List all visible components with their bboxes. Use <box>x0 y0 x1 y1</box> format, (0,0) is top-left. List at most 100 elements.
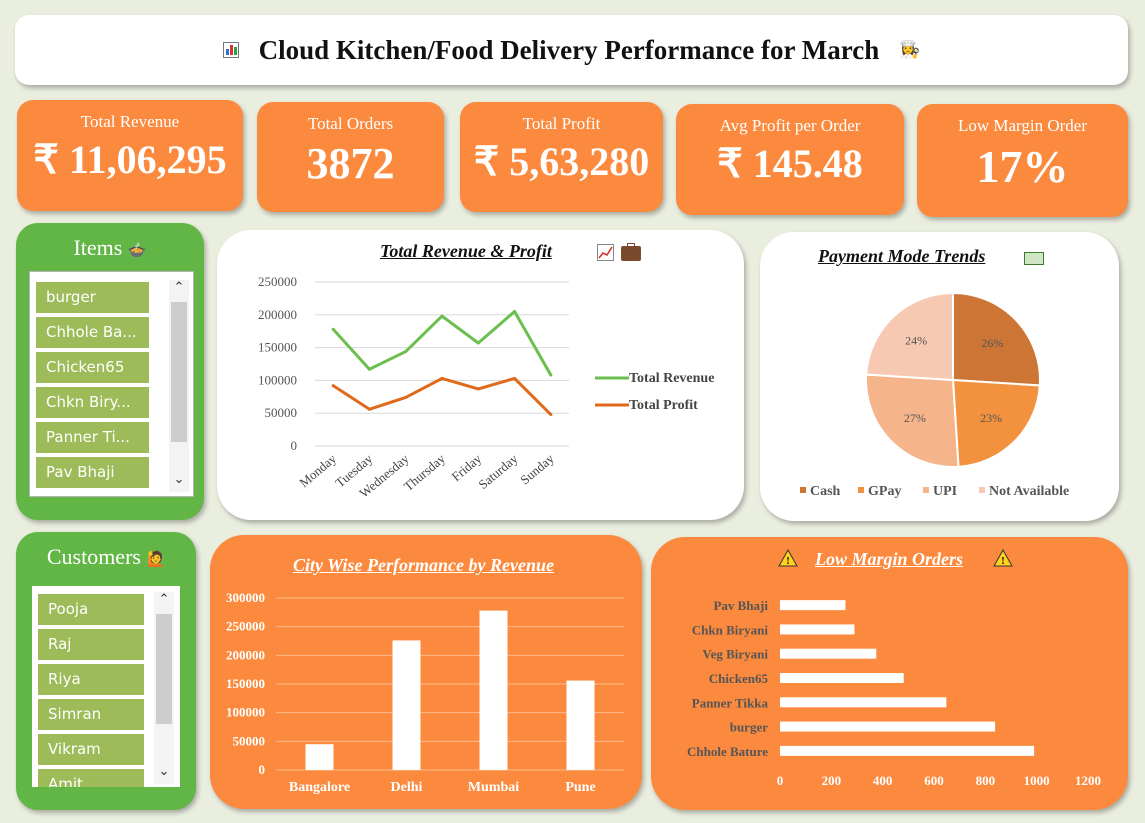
kpi-label: Avg Profit per Order <box>719 116 861 135</box>
y-tick-label: 150000 <box>226 676 265 691</box>
page-title: Cloud Kitchen/Food Delivery Performance … <box>258 34 880 65</box>
revenue-profit-panel: Total Revenue & Profit 250000 200000 15000… <box>217 230 744 520</box>
x-tick-label: 0 <box>777 773 784 788</box>
data-point <box>331 327 335 331</box>
bar <box>780 600 846 611</box>
y-tick-label: Veg Biryani <box>702 647 768 662</box>
bar <box>479 610 508 770</box>
pie-data-label: 27% <box>904 411 926 425</box>
food-bowl-icon: 🍲 <box>127 241 147 259</box>
scroll-down-icon[interactable]: ⌄ <box>173 472 185 487</box>
legend-swatch <box>858 487 864 493</box>
kpi-total-profit: Total Profit ₹ 5,63,280 <box>460 102 663 212</box>
money-icon <box>1024 252 1044 265</box>
x-tick-label: Monday <box>296 450 339 490</box>
customers-slicer[interactable]: Pooja Raj Riya Simran Vikram Amit ⌃ ⌄ <box>32 586 180 787</box>
slicer-item[interactable]: Chicken65 <box>36 352 149 383</box>
y-tick-label: 250000 <box>258 274 297 289</box>
warning-icon: ! <box>778 548 798 572</box>
items-scrollbar[interactable]: ⌃ ⌄ <box>169 280 189 492</box>
data-point <box>476 341 480 345</box>
legend-label: Total Profit <box>629 398 698 413</box>
scroll-up-icon[interactable]: ⌃ <box>173 280 185 295</box>
bar-chart-icon <box>222 42 239 58</box>
payment-panel: Payment Mode Trends 26% 23% 27% 24% Cash GPay… <box>760 232 1119 521</box>
city-chart-title: City Wise Performance by Revenue <box>293 555 554 575</box>
slicer-item[interactable]: Simran <box>38 699 144 730</box>
kpi-value: ₹ 145.48 <box>717 141 863 186</box>
scroll-up-icon[interactable]: ⌃ <box>158 592 170 607</box>
briefcase-icon <box>621 243 641 261</box>
data-point <box>476 387 480 391</box>
scroll-down-icon[interactable]: ⌄ <box>158 764 170 779</box>
x-tick-label: Delhi <box>391 780 423 795</box>
slicer-item[interactable]: Panner Ti... <box>36 422 149 453</box>
data-point <box>404 395 408 399</box>
scroll-thumb[interactable] <box>156 614 172 724</box>
data-point <box>440 314 444 318</box>
slicer-item[interactable]: Chkn Biry... <box>36 387 149 418</box>
svg-text:!: ! <box>1001 555 1005 567</box>
items-slicer[interactable]: burger Chhole Ba... Chicken65 Chkn Biry.… <box>29 271 194 497</box>
x-tick-label: Mumbai <box>468 780 519 795</box>
revenue-chart-title: Total Revenue & Profit <box>380 241 552 261</box>
data-point <box>440 376 444 380</box>
pie-slice <box>865 373 960 468</box>
x-tick-label: Saturday <box>475 450 520 492</box>
svg-text:!: ! <box>786 555 790 567</box>
series-line <box>332 376 552 416</box>
y-tick-label: 0 <box>291 438 298 453</box>
bar <box>566 680 595 770</box>
kpi-value: ₹ 5,63,280 <box>473 139 650 184</box>
warning-icon: ! <box>993 548 1013 572</box>
slicer-item[interactable]: Pooja <box>38 594 144 625</box>
scroll-thumb[interactable] <box>171 302 187 442</box>
y-tick-label: 200000 <box>226 647 265 662</box>
slicer-item[interactable]: Vikram <box>38 734 144 765</box>
kpi-total-revenue: Total Revenue ₹ 11,06,295 <box>17 100 243 211</box>
slicer-item[interactable]: Pav Bhaji <box>36 457 149 488</box>
legend-swatch <box>923 487 929 493</box>
bar <box>392 640 421 770</box>
kpi-label: Total Orders <box>307 114 394 133</box>
pie-slice <box>951 378 1041 468</box>
chart-increasing-icon <box>597 244 614 261</box>
y-tick-label: 50000 <box>233 733 266 748</box>
kpi-label: Total Profit <box>522 114 601 133</box>
kpi-total-orders: Total Orders 3872 <box>257 102 444 212</box>
pie-data-label: 24% <box>905 334 927 348</box>
data-point <box>404 350 408 354</box>
kpi-label: Low Margin Order <box>957 116 1088 135</box>
data-point <box>513 376 517 380</box>
kpi-low-margin: Low Margin Order 17% <box>917 104 1128 217</box>
city-panel: City Wise Performance by Revenue 300000 2… <box>210 535 642 809</box>
y-tick-label: Panner Tikka <box>692 695 769 710</box>
x-tick-label: 200 <box>822 773 842 788</box>
customers-scrollbar[interactable]: ⌃ ⌄ <box>154 592 174 784</box>
slicer-item[interactable]: Amit <box>38 769 144 787</box>
revenue-profit-chart: 250000200000150000100000500000MondayTues… <box>258 274 714 501</box>
slicer-item[interactable]: Raj <box>38 629 144 660</box>
x-tick-label: 800 <box>976 773 996 788</box>
x-tick-label: 400 <box>873 773 893 788</box>
data-point <box>367 407 371 411</box>
legend-label: Cash <box>810 484 841 499</box>
data-point <box>549 373 553 377</box>
title-bar: Cloud Kitchen/Food Delivery Performance … <box>15 15 1128 85</box>
kpi-avg-profit: Avg Profit per Order ₹ 145.48 <box>676 104 904 215</box>
data-point <box>513 310 517 314</box>
legend-label: UPI <box>933 484 957 499</box>
y-tick-label: 0 <box>259 762 266 777</box>
kpi-value: 3872 <box>306 139 395 188</box>
slicer-item[interactable]: burger <box>36 282 149 313</box>
pie-data-label: 23% <box>980 411 1002 425</box>
bar <box>780 721 996 732</box>
x-tick-label: 1200 <box>1075 773 1101 788</box>
slicer-item[interactable]: Chhole Ba... <box>36 317 149 348</box>
y-tick-label: burger <box>730 720 769 735</box>
y-tick-label: Chkn Biryani <box>692 622 769 637</box>
y-tick-label: 200000 <box>258 307 297 322</box>
y-tick-label: 250000 <box>226 619 265 634</box>
slicer-item[interactable]: Riya <box>38 664 144 695</box>
kpi-value: 17% <box>976 141 1069 192</box>
